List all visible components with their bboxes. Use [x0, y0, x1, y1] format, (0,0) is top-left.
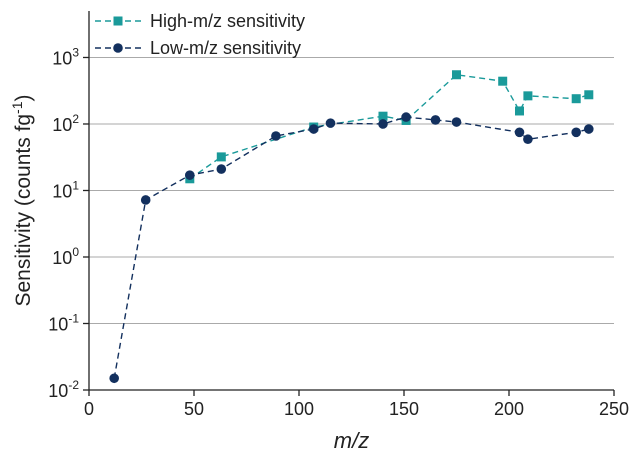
legend-marker [113, 43, 123, 53]
marker [378, 119, 388, 129]
marker [378, 111, 388, 121]
marker [584, 90, 594, 100]
y-tick-exponent: 1 [72, 178, 79, 192]
y-tick-exponent: -1 [68, 311, 79, 325]
y-tick-base: 10 [48, 314, 68, 334]
legend-label: Low-m/z sensitivity [150, 38, 301, 58]
marker [451, 117, 462, 127]
y-tick-label: 101 [52, 178, 79, 201]
y-axis-label-text: Sensitivity (counts fg [12, 114, 35, 307]
y-tick-label: 10-2 [48, 378, 79, 401]
marker [109, 373, 119, 384]
y-axis-label-close: ) [12, 94, 35, 101]
marker [452, 70, 461, 80]
x-tick-label: 0 [84, 399, 94, 419]
marker [430, 115, 441, 125]
marker [216, 164, 227, 174]
marker [185, 170, 195, 180]
x-tick-label: 150 [389, 399, 419, 419]
y-tick-base: 10 [52, 115, 72, 135]
y-tick-exponent: 2 [72, 112, 79, 126]
marker [584, 124, 594, 134]
marker [271, 131, 281, 141]
y-tick-label: 100 [52, 245, 79, 268]
y-tick-base: 10 [52, 48, 72, 68]
x-axis-label: m/z [334, 428, 369, 453]
y-tick-label: 102 [52, 112, 79, 135]
marker [401, 112, 411, 122]
y-tick-exponent: -2 [68, 378, 79, 392]
y-tick-base: 10 [52, 181, 72, 201]
marker [216, 152, 226, 162]
marker [571, 127, 581, 138]
x-tick-label: 250 [599, 399, 629, 419]
x-tick-label: 200 [494, 399, 524, 419]
y-tick-base: 10 [48, 381, 68, 401]
y-axis-label-exponent: -1 [9, 101, 25, 114]
series-line [113, 116, 589, 379]
legend-marker [113, 16, 123, 26]
series-line [189, 74, 590, 180]
marker [515, 106, 524, 116]
x-tick-label: 50 [184, 399, 204, 419]
marker [498, 76, 508, 86]
y-tick-label: 10-1 [48, 311, 79, 334]
y-axis-label: Sensitivity (counts fg-1) [9, 94, 35, 306]
x-tick-label: 100 [284, 399, 314, 419]
marker [514, 127, 525, 138]
y-tick-label: 103 [52, 45, 79, 68]
marker [140, 195, 151, 205]
marker [523, 134, 533, 145]
legend-label: High-m/z sensitivity [150, 11, 305, 31]
marker [325, 118, 336, 128]
marker [523, 91, 533, 101]
marker [571, 94, 581, 104]
y-tick-exponent: 0 [72, 245, 79, 259]
y-tick-base: 10 [52, 248, 72, 268]
marker [308, 124, 319, 134]
y-tick-exponent: 3 [72, 45, 79, 59]
